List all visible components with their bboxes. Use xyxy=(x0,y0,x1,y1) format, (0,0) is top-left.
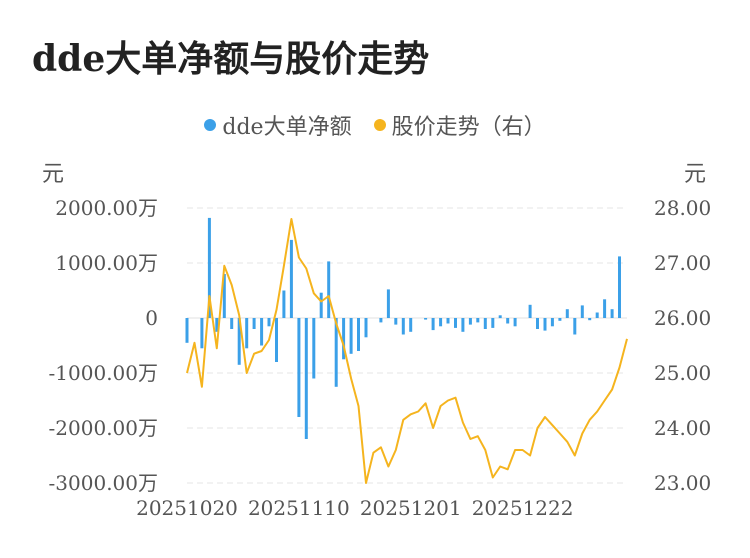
bar xyxy=(185,318,189,343)
bar xyxy=(334,318,338,387)
left-tick-label: 1000.00万 xyxy=(55,251,158,275)
bar xyxy=(327,261,331,318)
left-tick-label: -2000.00万 xyxy=(49,416,158,440)
right-axis-unit: 元 xyxy=(684,162,707,187)
bar xyxy=(215,318,219,332)
bar xyxy=(401,318,405,335)
bar xyxy=(431,318,435,331)
bar xyxy=(468,318,472,325)
bar xyxy=(603,299,607,318)
x-tick-label: 20251201 xyxy=(360,496,462,520)
right-tick-label: 26.00 xyxy=(654,306,711,330)
chart-title: dde大单净额与股价走势 xyxy=(32,38,430,80)
bar xyxy=(588,318,592,321)
right-tick-label: 25.00 xyxy=(654,361,711,385)
bar xyxy=(386,289,390,318)
bar xyxy=(506,318,510,324)
legend-item-dde[interactable]: dde大单净额 xyxy=(204,109,352,141)
bar xyxy=(342,318,346,360)
right-tick-label: 24.00 xyxy=(654,416,711,440)
price-line xyxy=(186,218,628,484)
bar xyxy=(275,318,278,362)
x-tick-label: 20251110 xyxy=(248,496,350,520)
bar xyxy=(610,309,614,318)
left-tick-label: -3000.00万 xyxy=(49,471,158,495)
bar xyxy=(409,318,413,332)
bar xyxy=(289,239,293,318)
chart-legend: dde大单净额 股价走势（右） xyxy=(0,108,750,142)
bar xyxy=(550,318,554,327)
left-tick-label: -1000.00万 xyxy=(49,361,158,385)
bar xyxy=(245,318,249,349)
bar xyxy=(230,318,234,329)
bar xyxy=(319,292,323,318)
bar xyxy=(260,318,264,346)
legend-label-price: 股价走势（右） xyxy=(391,115,546,140)
bar xyxy=(528,304,532,318)
bar xyxy=(565,309,569,318)
bar xyxy=(379,318,383,323)
legend-item-price[interactable]: 股价走势（右） xyxy=(373,109,546,141)
bar xyxy=(483,318,487,329)
bar xyxy=(439,318,443,327)
bar xyxy=(580,305,584,318)
bar xyxy=(364,318,368,338)
bar xyxy=(446,318,450,324)
grid-layer xyxy=(187,207,627,484)
bar-series xyxy=(185,217,621,439)
tick-labels: 2000.00万 1000.00万 0 -1000.00万 -2000.00万 -3000… xyxy=(49,196,712,520)
bar xyxy=(498,315,502,319)
bar xyxy=(252,318,256,329)
bar xyxy=(282,290,286,318)
x-tick-label: 20251222 xyxy=(472,496,574,520)
right-tick-label: 27.00 xyxy=(654,251,711,275)
bar xyxy=(461,318,465,332)
bar xyxy=(558,318,562,321)
bar xyxy=(304,318,308,439)
bar xyxy=(595,312,599,318)
x-tick-label: 20251020 xyxy=(136,496,238,520)
bar xyxy=(491,318,495,328)
bar xyxy=(200,318,204,349)
bar xyxy=(476,318,480,323)
left-tick-label: 2000.00万 xyxy=(55,196,158,220)
bar xyxy=(312,318,316,379)
right-tick-label: 23.00 xyxy=(654,471,711,495)
bar xyxy=(573,318,577,335)
bar xyxy=(543,318,547,331)
bar xyxy=(357,318,360,351)
bar xyxy=(424,318,428,320)
left-tick-label: 0 xyxy=(145,306,158,330)
legend-dot-price xyxy=(373,119,386,131)
bar xyxy=(237,318,241,365)
left-axis-unit: 元 xyxy=(42,162,65,187)
bar xyxy=(222,274,226,318)
legend-label-dde: dde大单净额 xyxy=(222,115,352,140)
bar xyxy=(207,217,211,318)
right-tick-label: 28.00 xyxy=(654,196,711,220)
bar xyxy=(267,318,271,327)
bar xyxy=(618,256,621,318)
bar xyxy=(394,318,398,325)
bar xyxy=(454,318,457,328)
bar xyxy=(349,318,353,354)
bar xyxy=(297,318,301,417)
legend-dot-dde xyxy=(204,119,217,131)
bar xyxy=(536,318,539,329)
bar xyxy=(513,318,517,327)
line-series xyxy=(186,218,628,484)
